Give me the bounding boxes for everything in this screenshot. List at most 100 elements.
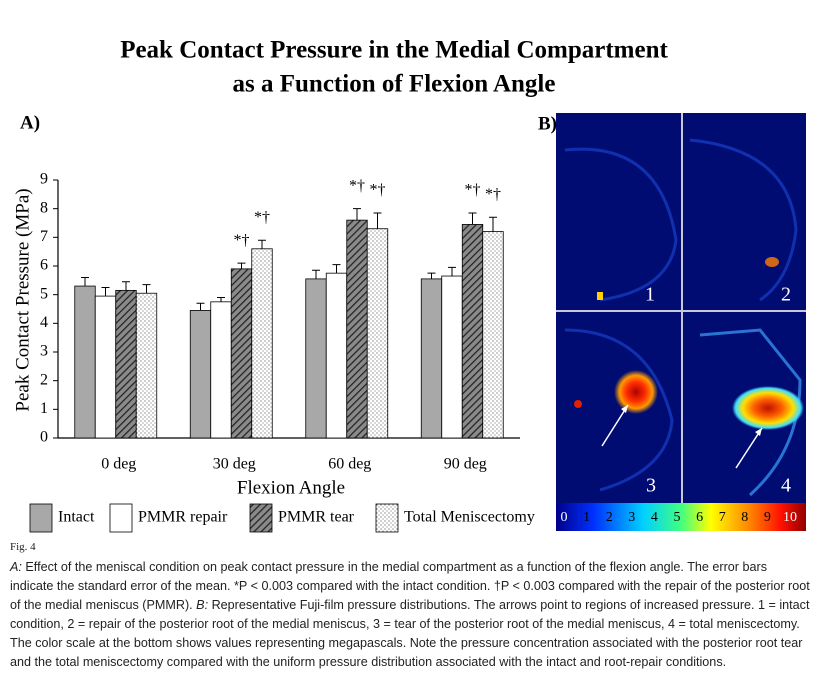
- y-tick-label: 9: [40, 171, 48, 188]
- bar: [420, 278, 443, 439]
- error-bar: [373, 212, 382, 229]
- scale-label: 0: [561, 510, 568, 525]
- error-bar: [196, 302, 205, 311]
- bar: [325, 272, 348, 439]
- bar: [189, 310, 212, 439]
- bar: [94, 295, 117, 439]
- error-bar: [353, 208, 361, 221]
- color-scale: [556, 503, 806, 531]
- image-label: 4: [781, 475, 791, 497]
- y-tick-label: 4: [40, 314, 48, 331]
- bar: [461, 224, 484, 439]
- chart-title: Peak Contact Pressure in the Medial Comp…: [120, 37, 668, 64]
- hot-spot: [732, 386, 804, 430]
- bar: [74, 285, 96, 439]
- arrow-head: [621, 405, 628, 413]
- y-tick-label: 1: [40, 400, 48, 417]
- error-bar: [427, 272, 436, 279]
- arrow: [735, 427, 763, 469]
- scale-label: 7: [719, 510, 726, 525]
- scale-label: 8: [741, 510, 748, 525]
- y-tick-label: 8: [40, 199, 48, 216]
- legend-swatch: [375, 503, 399, 533]
- figure: Peak Contact Pressure in the Medial Comp…: [12, 37, 806, 533]
- y-tick-label: 2: [40, 371, 48, 388]
- arrow-head: [755, 428, 762, 436]
- panel-label: B): [538, 113, 557, 134]
- bar: [210, 301, 232, 439]
- contour: [564, 147, 678, 302]
- significance-label: *†: [370, 182, 386, 199]
- x-tick-label: 60 deg: [328, 456, 371, 473]
- error-bar: [312, 269, 320, 279]
- error-bar: [332, 264, 341, 274]
- bar: [230, 268, 253, 439]
- x-tick-label: 90 deg: [444, 456, 487, 473]
- hot-spot: [614, 370, 658, 414]
- scale-label: 10: [783, 510, 797, 525]
- significance-label: *†: [349, 177, 365, 194]
- caption-text: Effect of the meniscal condition on peak…: [10, 560, 810, 612]
- legend-label: PMMR repair: [138, 509, 228, 526]
- image-label: 2: [781, 284, 791, 306]
- legend-swatch: [249, 503, 273, 533]
- image-label: 1: [645, 284, 655, 306]
- error-bar: [258, 239, 266, 249]
- scale-label: 6: [696, 510, 703, 525]
- figure-label: Fig. 4: [10, 541, 36, 553]
- error-bar: [217, 297, 225, 302]
- bar: [366, 228, 389, 439]
- y-tick-label: 7: [40, 228, 48, 245]
- caption-label: B:: [196, 598, 209, 612]
- bar: [305, 278, 327, 439]
- scale-label: 1: [583, 510, 590, 525]
- x-tick-label: 0 deg: [101, 456, 136, 473]
- contour: [564, 328, 674, 492]
- x-tick-label: 30 deg: [213, 456, 256, 473]
- bar: [441, 275, 463, 439]
- panel-label: A): [20, 112, 40, 133]
- legend-label: Total Meniscectomy: [404, 509, 535, 526]
- scale-label: 2: [606, 510, 613, 525]
- x-axis-label: Flexion Angle: [237, 477, 345, 498]
- legend-label: PMMR tear: [278, 509, 355, 526]
- hot-spot: [597, 292, 603, 300]
- error-bar: [468, 212, 477, 225]
- chart-title: as a Function of Flexion Angle: [233, 71, 556, 98]
- scale-label: 4: [651, 510, 658, 525]
- image-label: 3: [646, 475, 656, 497]
- significance-label: *†: [234, 232, 250, 249]
- caption: Fig. 4 A: Effect of the meniscal conditi…: [10, 538, 810, 672]
- error-bar: [122, 281, 130, 291]
- bar: [482, 231, 504, 439]
- bar: [115, 289, 137, 439]
- scale-label: 9: [764, 510, 771, 525]
- error-bar: [448, 266, 456, 277]
- error-bar: [237, 262, 246, 269]
- y-tick-label: 0: [40, 429, 48, 446]
- scale-label: 3: [628, 510, 635, 525]
- scale-label: 5: [674, 510, 681, 525]
- significance-label: *†: [254, 209, 270, 226]
- significance-label: *†: [465, 182, 481, 199]
- pressure-images: [556, 113, 806, 531]
- arrow: [601, 404, 629, 447]
- error-bar: [489, 216, 497, 232]
- y-tick-label: 6: [40, 257, 48, 274]
- bar: [135, 292, 158, 439]
- error-bar: [81, 276, 89, 287]
- caption-label: A:: [10, 560, 22, 574]
- y-tick-label: 3: [40, 343, 48, 360]
- y-tick-label: 5: [40, 285, 48, 302]
- y-axis-label: Peak Contact Pressure (MPa): [12, 188, 33, 411]
- bar: [346, 219, 368, 439]
- hot-spot: [765, 257, 779, 267]
- significance-label: *†: [485, 186, 501, 203]
- caption-text: Representative Fuji-film pressure distri…: [10, 598, 810, 669]
- error-bar: [101, 287, 110, 297]
- error-bar: [142, 284, 151, 294]
- contour: [699, 328, 802, 497]
- contour: [689, 138, 798, 302]
- legend-swatch: [109, 503, 133, 533]
